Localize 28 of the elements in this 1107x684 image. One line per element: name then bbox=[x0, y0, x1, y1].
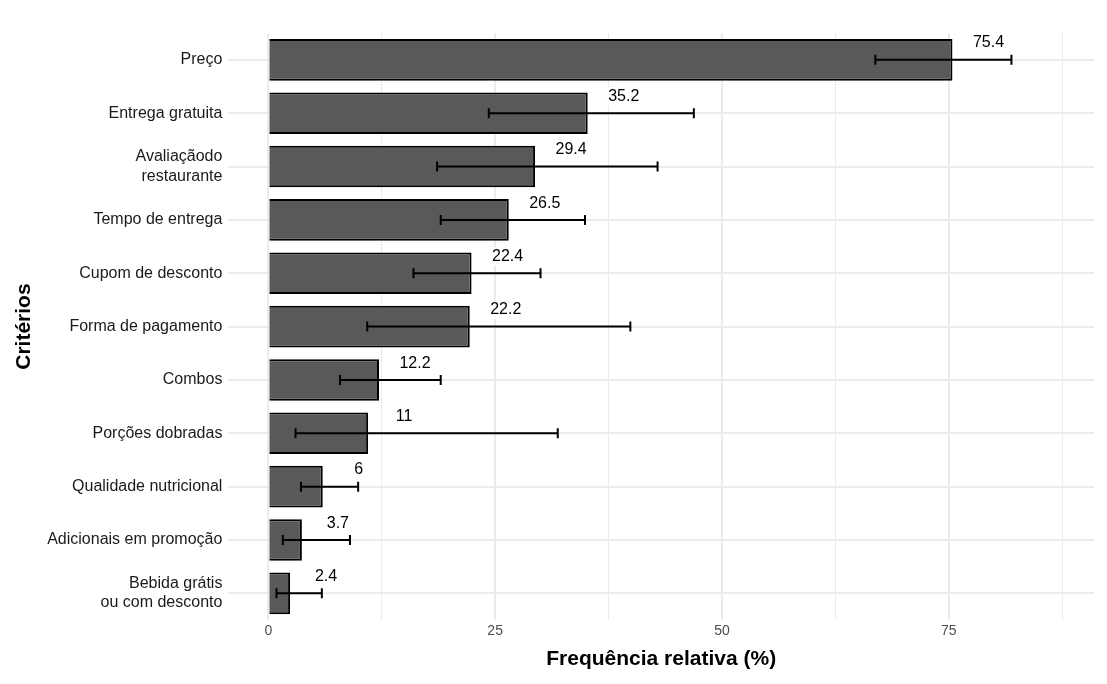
x-tick-label: 0 bbox=[264, 622, 273, 639]
x-tick-label: 25 bbox=[487, 622, 504, 639]
data-label: 22.4 bbox=[491, 246, 524, 264]
y-tick-label: Bebida grátis ou com desconto bbox=[100, 574, 223, 611]
y-axis-title: Critérios bbox=[11, 283, 35, 370]
y-tick-label: Adicionais em promoção bbox=[47, 530, 223, 548]
y-tick-label: Tempo de entrega bbox=[93, 210, 223, 228]
data-label: 35.2 bbox=[608, 86, 640, 104]
y-tick-label: Avaliaçãodo restaurante bbox=[135, 147, 223, 184]
y-tick-label: Qualidade nutricional bbox=[72, 477, 223, 495]
data-label: 3.7 bbox=[326, 513, 350, 531]
data-label: 26.5 bbox=[529, 193, 561, 211]
y-tick-label: Porções dobradas bbox=[92, 423, 223, 441]
y-tick-label: Cupom de desconto bbox=[79, 263, 223, 281]
y-tick-label: Forma de pagamento bbox=[69, 317, 223, 335]
data-label: 11 bbox=[395, 406, 413, 424]
data-label: 2.4 bbox=[314, 566, 338, 584]
x-tick-label: 50 bbox=[714, 622, 730, 639]
data-label: 22.2 bbox=[490, 300, 522, 318]
y-tick-label: Combos bbox=[162, 370, 223, 388]
data-label: 6 bbox=[354, 460, 364, 478]
data-label: 12.2 bbox=[399, 353, 431, 371]
data-label: 75.4 bbox=[972, 33, 1005, 51]
y-tick-label: Preço bbox=[180, 50, 223, 68]
y-tick-label: Entrega gratuita bbox=[108, 103, 223, 121]
data-label: 29.4 bbox=[555, 140, 587, 158]
x-axis-title: Frequência relativa (%) bbox=[546, 646, 777, 670]
x-tick-label: 75 bbox=[941, 622, 957, 639]
